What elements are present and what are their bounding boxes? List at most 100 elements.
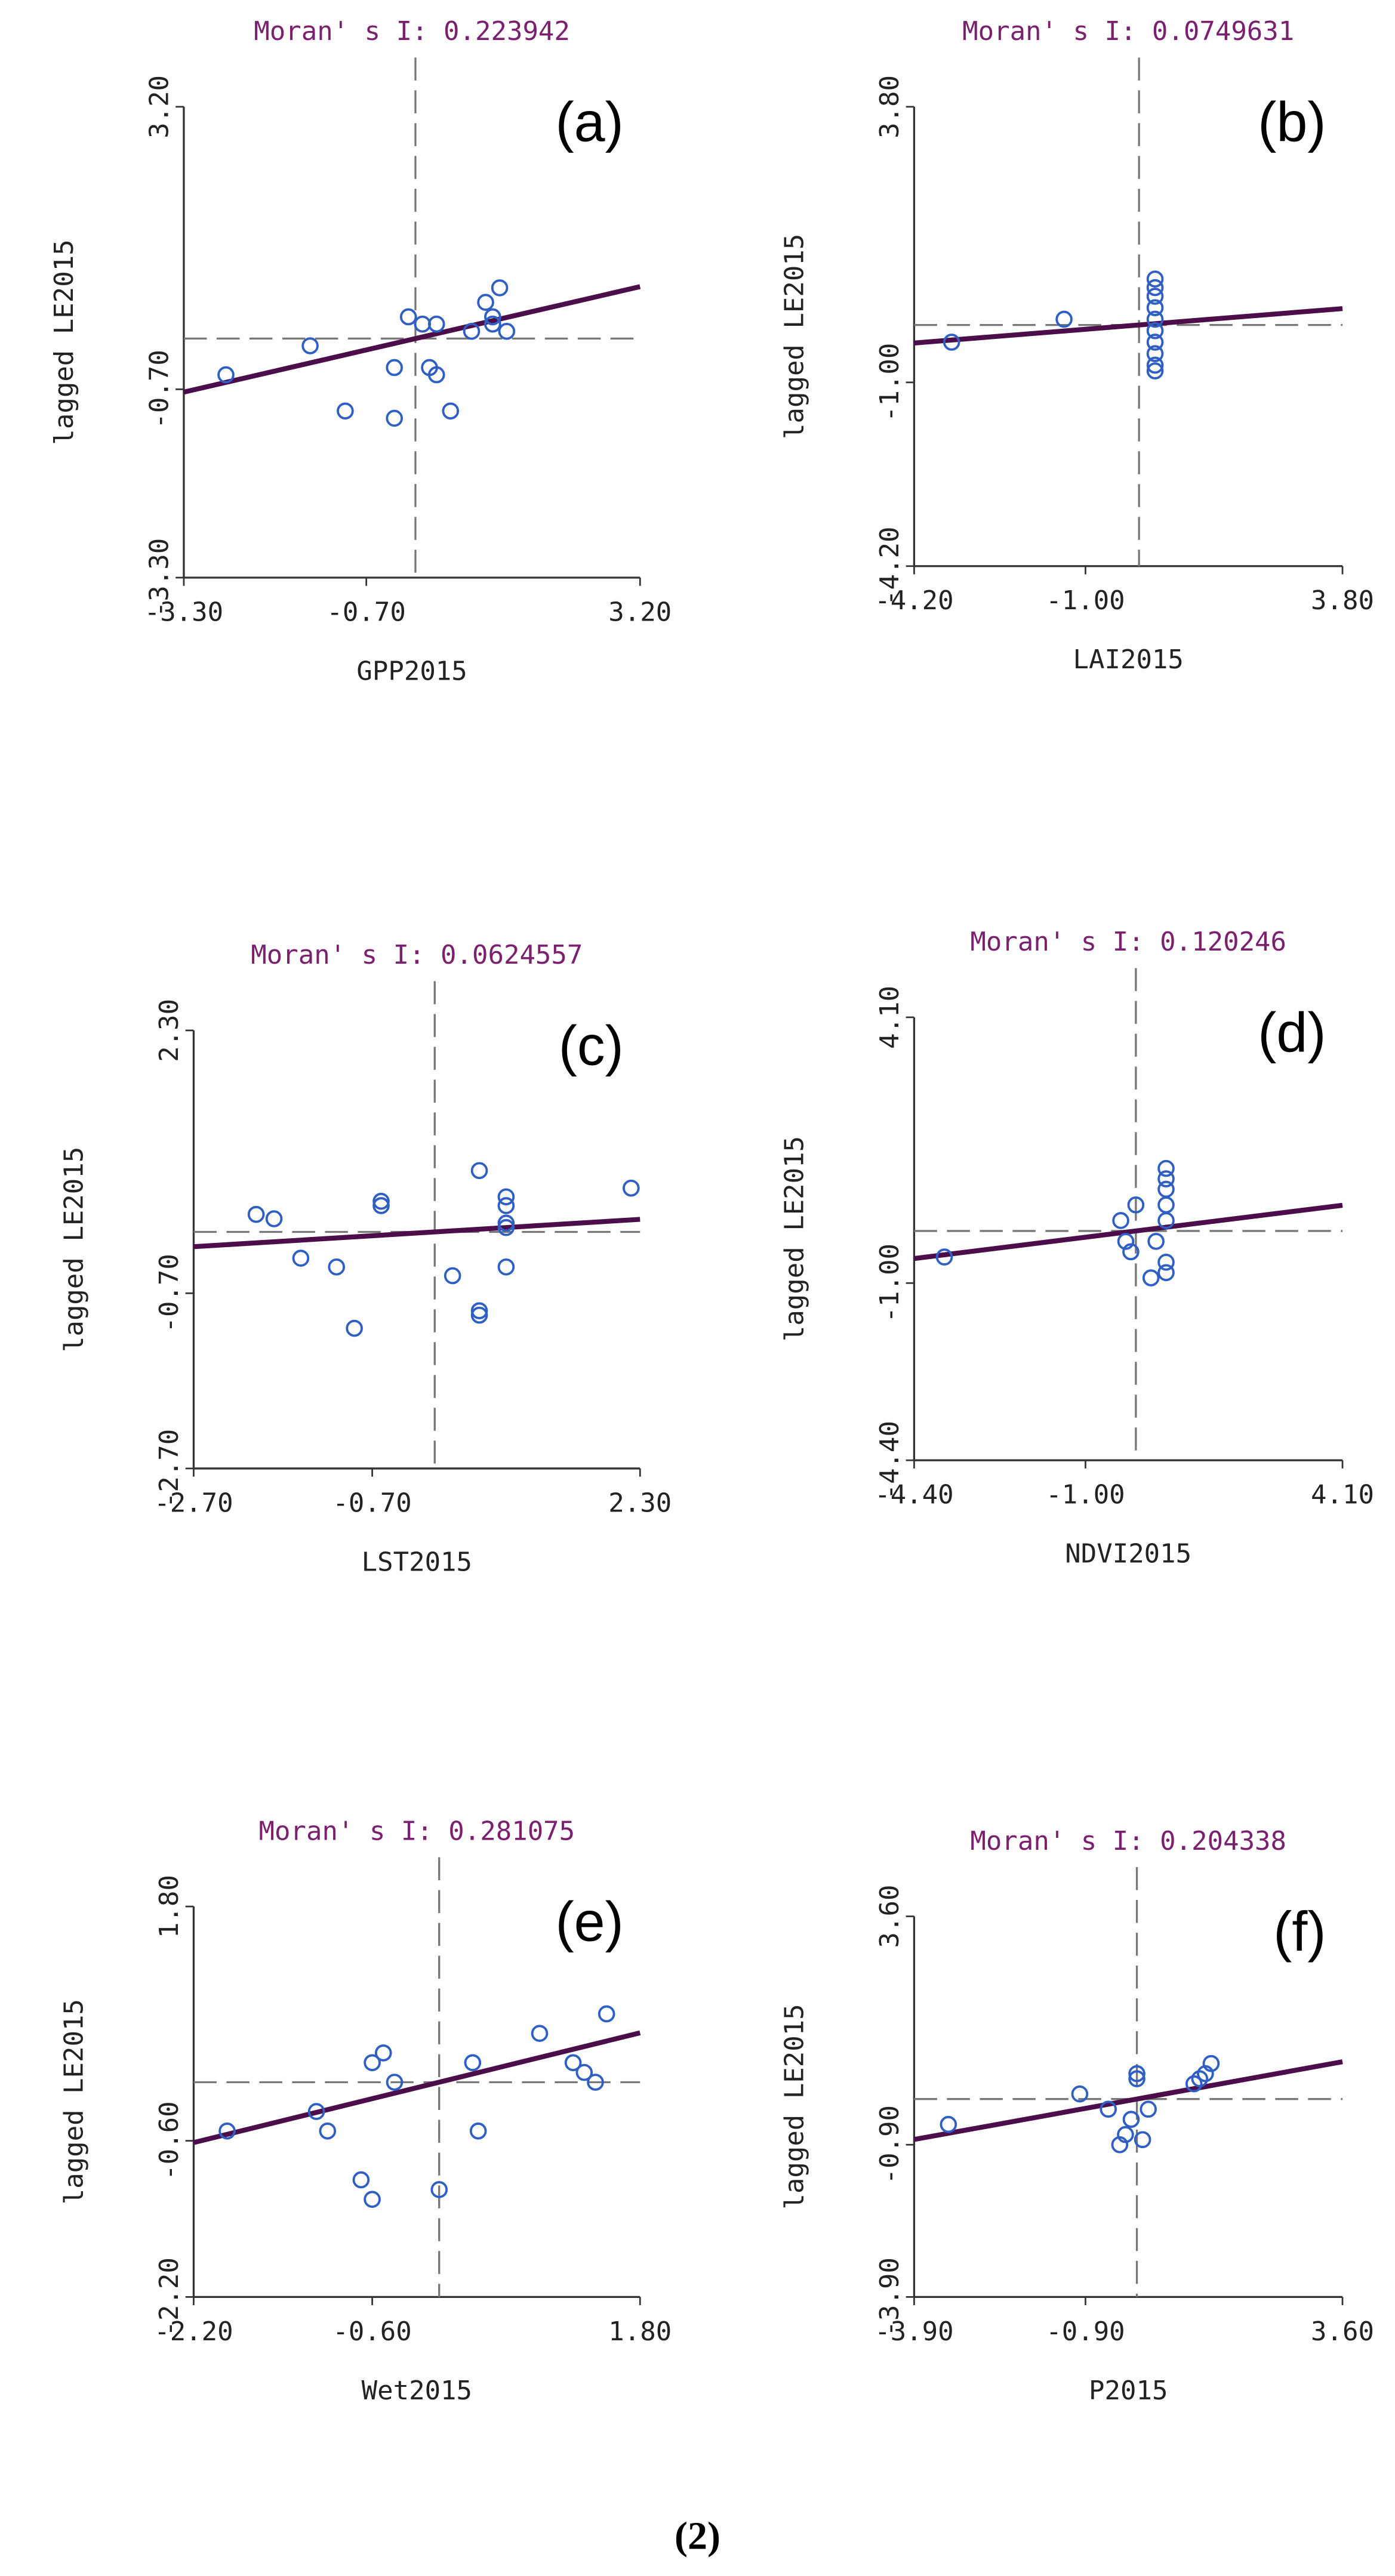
point [430,2181,448,2198]
point [587,2074,604,2091]
x-tick-label: -4.40 [874,1480,953,1510]
point [1128,2070,1145,2087]
point [623,1179,640,1197]
point [531,2025,549,2042]
point [1100,2100,1117,2118]
point [1157,1170,1175,1187]
point [427,315,445,333]
x-axis-label: Wet2015 [362,2376,472,2406]
point [1127,1196,1145,1214]
y-tick-label: -0.90 [874,2105,905,2184]
point [497,1197,515,1214]
y-axis-label: lagged LE2015 [49,239,79,445]
point [940,2115,957,2133]
point [484,308,501,326]
y-tick-label: -4.40 [874,1421,905,1500]
y-tick-label: 3.80 [874,75,905,138]
y-axis-label: lagged LE2015 [779,1136,809,1341]
x-tick-label: -0.90 [1046,2316,1125,2347]
point [386,2074,404,2091]
y-tick-label: -4.20 [874,527,905,606]
y-tick-label: -3.30 [144,538,174,617]
panel-title: Moran' s I: 0.0749631 [962,16,1294,47]
x-axis-label: LAI2015 [1073,644,1184,675]
point [337,402,354,420]
y-tick-label: 1.80 [154,1875,184,1938]
point [1157,1264,1175,1282]
point [217,366,235,384]
point [477,294,494,311]
panel: Moran' s I: 0.0624557 (c) -2.70 -0.70 2.30 -2… [58,940,672,1577]
panel-label: (c) [559,1014,624,1077]
x-tick-label: 3.60 [1311,2316,1374,2347]
panel-title: Moran' s I: 0.281075 [259,1816,575,1846]
x-tick-label: -0.60 [332,2316,411,2347]
regression-line [193,1217,640,1250]
point [1134,2131,1151,2149]
point [1191,2070,1209,2087]
panel-title: Moran' s I: 0.204338 [970,1826,1286,1856]
point [265,1210,283,1227]
panel-label: (f) [1273,1900,1326,1963]
x-tick-label: -1.00 [1046,1480,1125,1510]
x-tick-label: -0.70 [332,1488,411,1518]
panel: Moran' s I: 0.120246 (d) -4.40 -1.00 4.10 -4.… [779,927,1374,1569]
panel: Moran' s I: 0.281075 (e) -2.20 -0.60 1.80 -2.… [58,1816,672,2406]
point [470,1306,488,1324]
point [1157,1196,1175,1214]
point [307,2103,325,2120]
point [1157,1159,1175,1177]
point [247,1205,265,1223]
point [218,2122,236,2140]
x-tick-label: -2.20 [154,2316,233,2347]
point [1122,1243,1140,1261]
point [372,1192,390,1210]
point [497,1218,515,1236]
x-tick-label: 3.20 [608,597,672,627]
point [374,2044,392,2062]
point [464,2054,482,2072]
point [386,409,404,427]
point [444,1267,461,1285]
point [935,1248,953,1266]
x-tick-label: -0.70 [327,597,405,627]
y-tick-label: -0.60 [154,2101,184,2180]
y-tick-label: -3.90 [874,2257,905,2336]
regression-line [183,284,641,395]
panel-label: (a) [556,91,624,153]
panel-title: Moran' s I: 0.120246 [970,927,1286,957]
point [1055,310,1073,328]
x-tick-label: 4.10 [1311,1480,1374,1510]
point [319,2122,337,2140]
y-axis-label: lagged LE2015 [779,234,809,439]
point [399,308,417,326]
point [1147,1233,1165,1250]
point [575,2063,593,2081]
point [1146,345,1164,363]
point [484,315,501,333]
point [498,322,516,340]
x-axis-label: NDVI2015 [1065,1539,1191,1569]
point [1146,356,1164,374]
x-tick-label: -3.90 [874,2316,953,2347]
point [1157,1180,1175,1198]
point [352,2171,370,2189]
point [372,1197,390,1214]
regression-line [913,1202,1343,1261]
point [1128,2065,1145,2083]
x-tick-label: -2.70 [154,1488,233,1518]
point [1146,334,1164,351]
x-axis-label: LST2015 [362,1547,472,1577]
regression-line [193,2030,641,2145]
point [1146,279,1164,297]
x-axis-label: GPP2015 [356,656,467,686]
point [364,2191,381,2208]
y-tick-label: 4.10 [874,986,905,1049]
point [346,1319,363,1337]
y-tick-label: -1.00 [874,1244,905,1322]
x-tick-label: -4.20 [874,585,953,616]
panel: Moran' s I: 0.223942 (a) -3.30 -0.70 3.20 -3.… [49,16,672,686]
point [1071,2085,1089,2103]
